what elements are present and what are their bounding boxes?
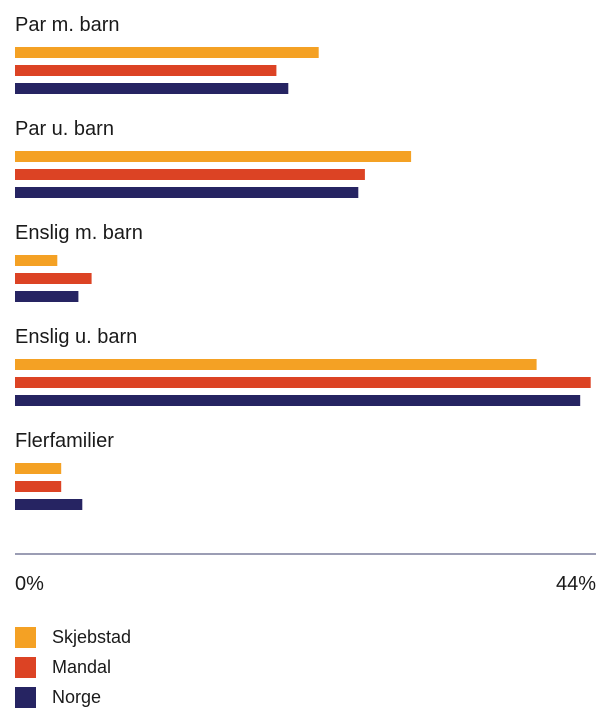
legend-item-mandal: Mandal [15, 652, 131, 682]
bar-enslig-m-barn-norge [15, 291, 79, 302]
bar-flerfamilier-norge [15, 499, 83, 510]
legend-item-skjebstad: Skjebstad [15, 622, 131, 652]
legend-item-norge: Norge [15, 682, 131, 712]
bar-flerfamilier-skjebstad [15, 463, 62, 474]
bar-flerfamilier-mandal [15, 481, 62, 492]
x-tick-label-min: 0% [15, 573, 44, 595]
bar-enslig-u-barn-skjebstad [15, 359, 537, 370]
bar-enslig-m-barn-skjebstad [15, 255, 58, 266]
legend-label-skjebstad: Skjebstad [52, 626, 132, 647]
bar-par-m-barn-skjebstad [15, 47, 319, 58]
category-label-flerfamilier: Flerfamilier [15, 430, 114, 452]
plot-area: Par m. barn Par u. barn Enslig m. barn Ensl… [15, 14, 591, 510]
legend: Skjebstad Mandal Norge [15, 622, 131, 712]
bar-par-m-barn-norge [15, 83, 289, 94]
category-label-enslig-m-barn: Enslig m. barn [15, 222, 143, 244]
legend-swatch-mandal [15, 656, 36, 678]
category-label-par-u-barn: Par u. barn [15, 118, 114, 140]
bar-par-u-barn-mandal [15, 169, 365, 180]
legend-swatch-norge [15, 686, 36, 708]
bar-chart: Par m. barn Par u. barn Enslig m. barn Ensl… [15, 14, 596, 595]
bar-par-u-barn-norge [15, 187, 359, 198]
legend-label-norge: Norge [52, 686, 102, 707]
legend-label-mandal: Mandal [52, 656, 112, 677]
bar-enslig-u-barn-norge [15, 395, 581, 406]
category-label-enslig-u-barn: Enslig u. barn [15, 326, 137, 348]
category-label-par-m-barn: Par m. barn [15, 14, 119, 36]
x-tick-label-max: 44% [556, 573, 596, 595]
bar-par-m-barn-mandal [15, 65, 277, 76]
bar-par-u-barn-skjebstad [15, 151, 412, 162]
legend-swatch-skjebstad [15, 626, 36, 648]
bar-enslig-u-barn-mandal [15, 377, 591, 388]
bar-enslig-m-barn-mandal [15, 273, 92, 284]
